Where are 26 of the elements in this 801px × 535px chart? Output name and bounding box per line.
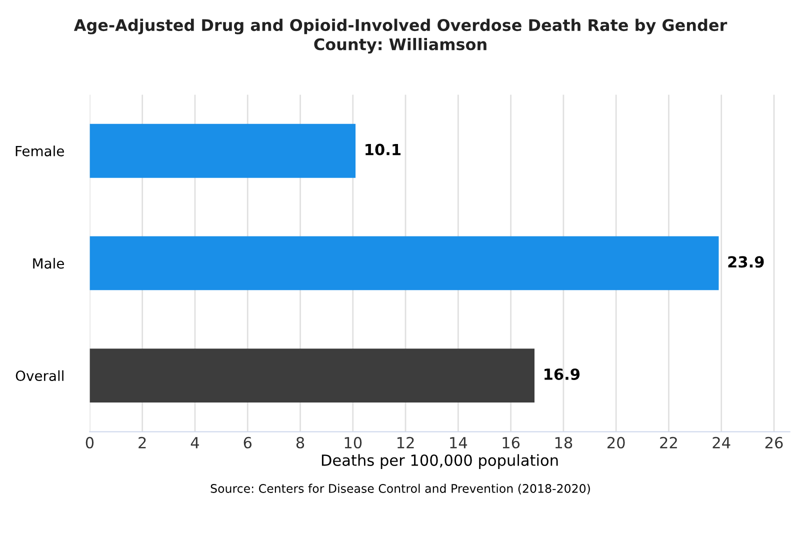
bar bbox=[90, 236, 719, 290]
x-tick-label: 22 bbox=[660, 436, 677, 448]
x-tick-label: 14 bbox=[450, 437, 468, 448]
x-tick-label: 12 bbox=[397, 436, 414, 448]
x-tick-label: 4 bbox=[190, 437, 199, 448]
y-tick-label: Female bbox=[16, 146, 64, 156]
x-tick-label: 18 bbox=[555, 436, 572, 448]
y-tick-label: Overall bbox=[16, 370, 64, 382]
bar bbox=[90, 124, 356, 178]
y-tick-label: Male bbox=[33, 258, 64, 269]
data-label: 23.9 bbox=[728, 256, 764, 268]
x-tick-label: 2 bbox=[138, 436, 146, 448]
x-tick-label: 0 bbox=[86, 436, 94, 448]
source-note: Source: Centers for Disease Control and Prevention (2018-2020) bbox=[210, 484, 590, 494]
x-tick-label: 24 bbox=[712, 436, 730, 448]
x-axis-title: Deaths per 100,000 population bbox=[322, 454, 558, 469]
bar bbox=[90, 348, 534, 403]
x-tick-label: 26 bbox=[765, 436, 783, 448]
data-label: 16.9 bbox=[544, 368, 580, 380]
data-label: 10.1 bbox=[366, 144, 401, 156]
x-tick-label: 8 bbox=[296, 436, 304, 448]
x-tick-label: 20 bbox=[607, 436, 625, 448]
x-tick-label: 6 bbox=[244, 436, 252, 448]
chart-title: Age-Adjusted Drug and Opioid-Involved Overdose Death Rate by Gender County: Williamson bbox=[74, 18, 728, 54]
x-tick-label: 10 bbox=[344, 436, 362, 448]
x-tick-label: 16 bbox=[502, 436, 520, 448]
